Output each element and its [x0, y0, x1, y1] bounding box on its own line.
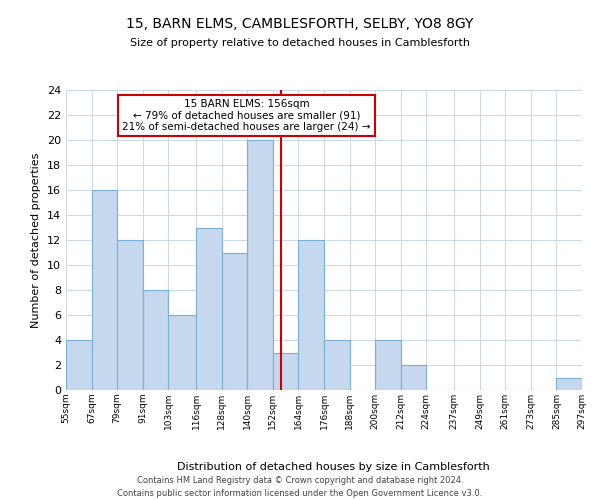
Bar [196, 228, 221, 390]
Text: 15 BARN ELMS: 156sqm
← 79% of detached houses are smaller (91)
21% of semi-detac: 15 BARN ELMS: 156sqm ← 79% of detached h… [122, 99, 371, 132]
Text: Contains HM Land Registry data © Crown copyright and database right 2024.
Contai: Contains HM Land Registry data © Crown c… [118, 476, 482, 498]
Bar [324, 340, 350, 390]
Bar [221, 252, 247, 390]
Text: Distribution of detached houses by size in Camblesforth: Distribution of detached houses by size … [176, 462, 490, 472]
Bar [298, 240, 324, 390]
Bar [273, 352, 298, 390]
Bar [401, 365, 427, 390]
Bar [66, 340, 92, 390]
Bar [247, 140, 273, 390]
Text: 15, BARN ELMS, CAMBLESFORTH, SELBY, YO8 8GY: 15, BARN ELMS, CAMBLESFORTH, SELBY, YO8 … [127, 18, 473, 32]
Bar [143, 290, 169, 390]
Text: Size of property relative to detached houses in Camblesforth: Size of property relative to detached ho… [130, 38, 470, 48]
Bar [169, 315, 196, 390]
Bar [375, 340, 401, 390]
Y-axis label: Number of detached properties: Number of detached properties [31, 152, 41, 328]
Bar [117, 240, 143, 390]
Bar [92, 190, 117, 390]
Bar [556, 378, 582, 390]
